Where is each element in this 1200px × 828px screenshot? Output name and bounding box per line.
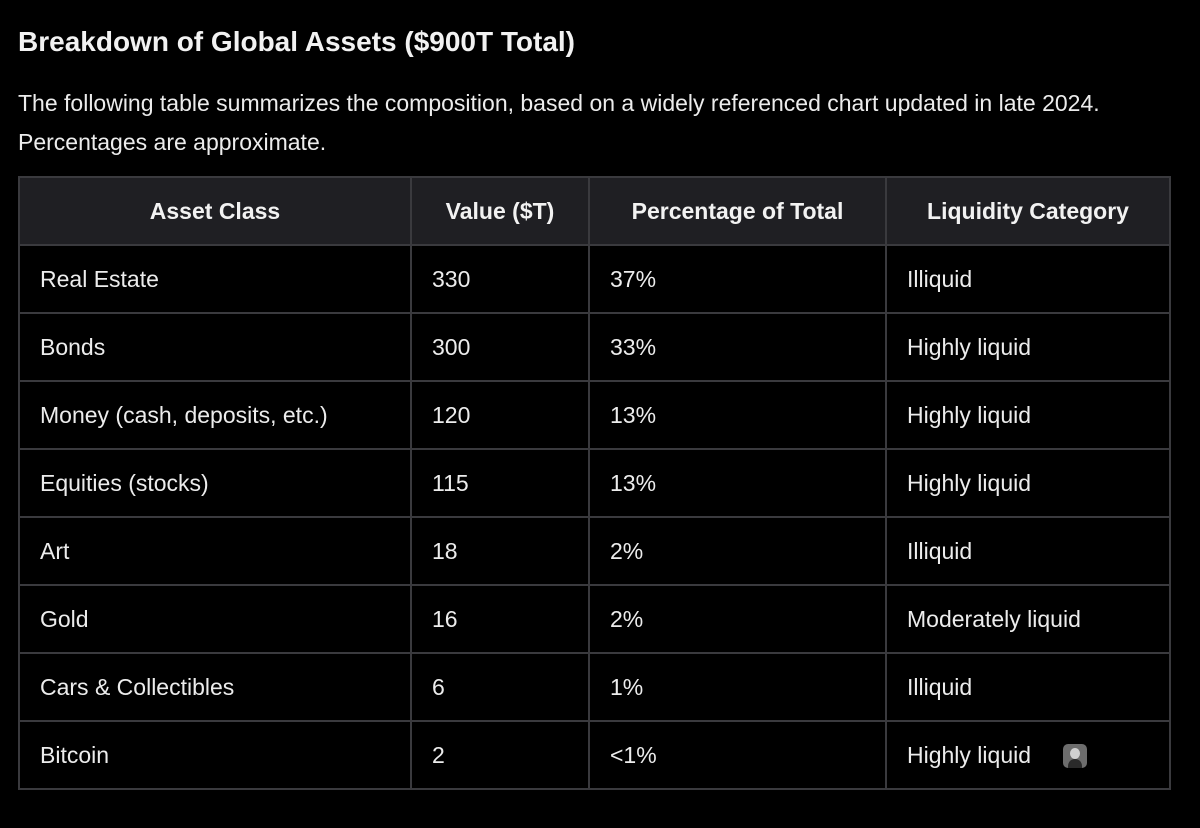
cell-asset-class: Money (cash, deposits, etc.) — [18, 380, 412, 450]
cell-asset-class: Gold — [18, 584, 412, 654]
cell-asset-class: Bitcoin — [18, 720, 412, 790]
cell-liquidity: Highly liquid — [885, 380, 1171, 450]
cell-percentage: 2% — [588, 584, 887, 654]
column-header-asset-class: Asset Class — [18, 176, 412, 246]
table-row: Bitcoin 2 <1% Highly liquid — [18, 720, 1171, 790]
cell-percentage: <1% — [588, 720, 887, 790]
cell-percentage: 33% — [588, 312, 887, 382]
cell-percentage: 13% — [588, 448, 887, 518]
cell-value: 18 — [410, 516, 590, 586]
cell-liquidity: Moderately liquid — [885, 584, 1171, 654]
cell-liquidity-text: Highly liquid — [907, 741, 1032, 768]
cell-percentage: 2% — [588, 516, 887, 586]
cell-percentage: 37% — [588, 244, 887, 314]
cell-value: 2 — [410, 720, 590, 790]
cell-asset-class: Equities (stocks) — [18, 448, 412, 518]
table-row: Money (cash, deposits, etc.) 120 13% Hig… — [18, 380, 1171, 450]
assets-table: Asset Class Value ($T) Percentage of Tot… — [18, 176, 1171, 790]
table-row: Bonds 300 33% Highly liquid — [18, 312, 1171, 382]
avatar-icon[interactable] — [1063, 744, 1088, 769]
cell-asset-class: Real Estate — [18, 244, 412, 314]
intro-paragraph: The following table summarizes the compo… — [18, 90, 1100, 155]
cell-percentage: 1% — [588, 652, 887, 722]
cell-liquidity: Highly liquid — [885, 720, 1171, 790]
cell-value: 6 — [410, 652, 590, 722]
table-row: Art 18 2% Illiquid — [18, 516, 1171, 586]
cell-liquidity: Illiquid — [885, 516, 1171, 586]
table-row: Real Estate 330 37% Illiquid — [18, 244, 1171, 314]
cell-value: 120 — [410, 380, 590, 450]
table-row: Cars & Collectibles 6 1% Illiquid — [18, 652, 1171, 722]
cell-asset-class: Art — [18, 516, 412, 586]
cell-asset-class: Cars & Collectibles — [18, 652, 412, 722]
column-header-liquidity: Liquidity Category — [885, 176, 1171, 246]
cell-value: 16 — [410, 584, 590, 654]
cell-value: 300 — [410, 312, 590, 382]
cell-liquidity: Illiquid — [885, 652, 1171, 722]
cell-percentage: 13% — [588, 380, 887, 450]
cell-asset-class: Bonds — [18, 312, 412, 382]
table-row: Gold 16 2% Moderately liquid — [18, 584, 1171, 654]
cell-liquidity: Highly liquid — [885, 312, 1171, 382]
cell-value: 330 — [410, 244, 590, 314]
table-header-row: Asset Class Value ($T) Percentage of Tot… — [18, 176, 1171, 246]
page-title: Breakdown of Global Assets ($900T Total) — [18, 26, 576, 57]
cell-liquidity: Illiquid — [885, 244, 1171, 314]
table-row: Equities (stocks) 115 13% Highly liquid — [18, 448, 1171, 518]
column-header-percentage: Percentage of Total — [588, 176, 887, 246]
cell-value: 115 — [410, 448, 590, 518]
column-header-value: Value ($T) — [410, 176, 590, 246]
cell-liquidity: Highly liquid — [885, 448, 1171, 518]
